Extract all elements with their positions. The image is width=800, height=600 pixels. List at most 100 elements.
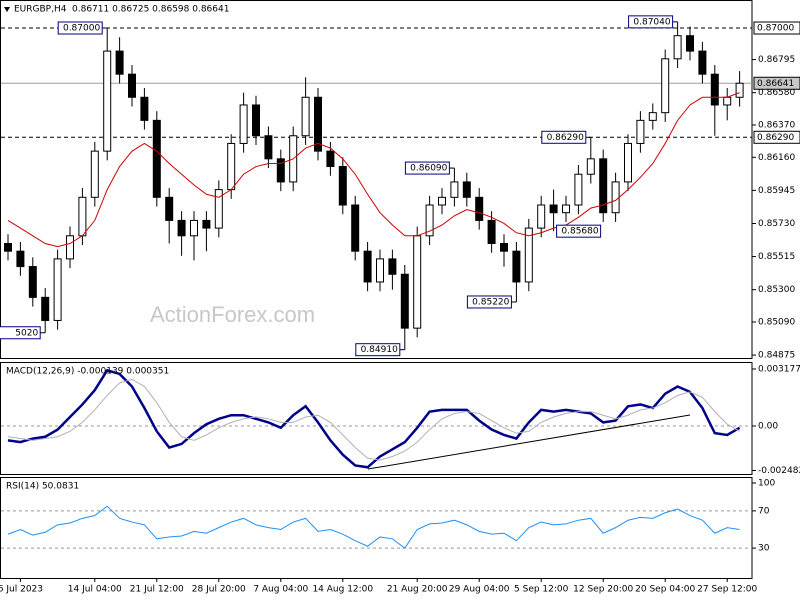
y-tick-label: -0.002482 [758,466,800,476]
x-tick-label: 14 Aug 12:00 [312,585,373,595]
panel-frame [0,362,753,475]
annotation-box [628,15,674,29]
x-tick-label: 29 Aug 04:00 [449,585,510,595]
candle-body [128,73,136,98]
chart-subtitle: 0.86711 0.86725 0.86598 0.86641 [72,5,229,15]
candle-body [28,266,37,298]
y-tick-label: 0.86795 [758,55,795,65]
candle-body [549,204,558,214]
annotation-label: 5020 [15,328,38,338]
y-tick-label: 100 [758,479,775,489]
annotation-label: 0.86090 [410,164,447,174]
candle-body [698,50,707,75]
x-tick-label: 21 Jul 12:00 [130,585,184,595]
candle-body [673,35,682,60]
indicator-line [7,505,740,549]
annotation-label: 0.87000 [63,24,100,34]
candle-body [214,189,223,229]
candle-body [351,204,360,252]
candle-body [475,196,484,221]
x-axis: 6 Jul 2023 14 Jul 04:00 21 Jul 12:00 28 Jul… [0,578,758,595]
panel-title: MACD(12,26,9) -0.000139 0.000351 [6,367,169,377]
level-label-box [753,21,800,35]
candle-body [723,96,732,106]
annotation-label: 0.85680 [561,227,598,237]
candle-body [599,158,608,214]
x-tick-label: 7 Aug 04:00 [253,585,308,595]
candle-body [512,250,521,283]
candle-body [425,204,434,237]
candle-body [314,96,322,152]
y-tick-label: 0.85515 [758,252,795,262]
y-tick-label: 0.85945 [758,186,795,196]
y-tick-label: 0.86370 [758,120,795,130]
candle-body [661,58,670,114]
candle-body [611,181,620,214]
y-tick-label: 0.86160 [758,153,795,163]
candle-body [140,96,149,121]
candle-body [438,196,446,206]
level-label-box [753,130,800,144]
candle-body [239,104,248,144]
candle-body [710,73,719,106]
y-tick-label: 0.86580 [758,88,795,98]
price-panel: 0.86795 0.86580 0.86370 0.86160 0.85945 0.857… [0,0,800,361]
candle-body [586,158,595,175]
level-label: 0.87000 [757,24,794,34]
candle-body [388,258,397,275]
candle-body [4,242,12,252]
x-tick-label: 6 Jul 2023 [0,585,43,595]
y-tick-label: 30 [758,544,770,554]
candle-body [500,242,508,252]
annotation-box [556,224,602,238]
candle-body [264,135,273,160]
candle-body [735,82,744,98]
panel-frame [0,477,753,579]
candle-body [90,150,99,198]
annotation-box [404,161,450,175]
panel-frame [0,0,753,359]
annotation-box [57,21,103,35]
x-tick-label: 14 Jul 04:00 [68,585,122,595]
annotation-label: 0.86290 [547,133,584,143]
candle-body [462,181,471,198]
candle-body [66,235,74,260]
candle-body [450,181,459,198]
level-label: 0.86290 [757,133,794,143]
candle-body [103,50,112,152]
annotation-box [541,130,587,144]
candle-body [562,204,570,214]
candle-body [686,35,694,52]
x-tick-label: 27 Sep 12:00 [697,585,757,595]
annotation-label: 0.87040 [633,17,670,27]
candle-body [78,196,87,237]
annotation-label: 0.84910 [361,345,398,355]
y-tick-label: 0.00 [758,421,778,431]
y-tick-label: 70 [758,506,770,516]
candle-body [413,235,422,329]
x-tick-label: 20 Sep 04:00 [635,585,695,595]
y-tick-label: 0.85300 [758,285,795,295]
y-tick-label: 0.84875 [758,351,795,361]
candle-body [574,173,583,206]
watermark: ActionForex.com [150,302,315,327]
x-tick-label: 12 Sep 20:00 [573,585,633,595]
x-tick-label: 5 Sep 12:00 [514,585,569,595]
y-tick-label: 0.85730 [758,219,795,229]
macd-panel: 0.003177 0.00 -0.002482 MACD(12,26,9) -0.00… [0,362,800,476]
chart-title: EURGBP,H4 [14,5,67,15]
indicator-line [7,378,740,461]
candle-body [624,142,632,183]
annotation-label: 0.85220 [472,297,509,307]
panel-title: RSI(14) 50.0831 [6,482,79,492]
trend-line [367,414,691,470]
candle-body [53,258,62,321]
candle-body [524,227,533,283]
candle-body [16,250,25,268]
candle-body [326,150,335,168]
candle-body [376,258,384,283]
candle-body [636,119,645,144]
candle-body [190,219,198,237]
